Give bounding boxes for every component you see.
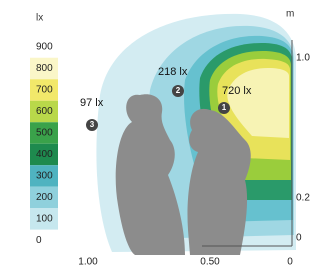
page: {"legend": {"unit": "lx", "levels": ["90… [0, 0, 316, 270]
bottom-axis-label: 0 [287, 257, 293, 268]
legend-label: 100 [36, 214, 53, 225]
right-axis-label: 1.0 [296, 53, 310, 64]
legend-label: 700 [36, 85, 53, 96]
right-axis-label: 0.2 [296, 193, 310, 204]
legend-label: 0 [36, 235, 42, 246]
callout-value: 97 lx [80, 97, 104, 109]
callout-number: 3 [90, 120, 95, 129]
legend-swatch [30, 230, 58, 252]
legend-label: 900 [36, 42, 53, 53]
right-axis-label: 0 [296, 233, 302, 244]
callout-value: 218 lx [158, 66, 188, 78]
callout-number: 1 [222, 103, 227, 112]
legend: 900 800 700 600 500 400 300 200 100 0 [30, 36, 58, 251]
bottom-axis-label: 1.00 [78, 257, 98, 268]
legend-label: 300 [36, 171, 53, 182]
illustration: m 1.0 0.2 0 1.00 0.50 0 lx 900 800 700 600 5… [0, 0, 316, 270]
callout-number: 2 [176, 86, 181, 95]
legend-unit: lx [36, 13, 43, 24]
legend-label: 200 [36, 192, 53, 203]
legend-label: 600 [36, 106, 53, 117]
right-axis-unit: m [286, 9, 294, 20]
legend-label: 500 [36, 128, 53, 139]
legend-label: 400 [36, 149, 53, 160]
callout-value: 720 lx [222, 85, 252, 97]
legend-label: 800 [36, 63, 53, 74]
bottom-axis-label: 0.50 [200, 257, 220, 268]
